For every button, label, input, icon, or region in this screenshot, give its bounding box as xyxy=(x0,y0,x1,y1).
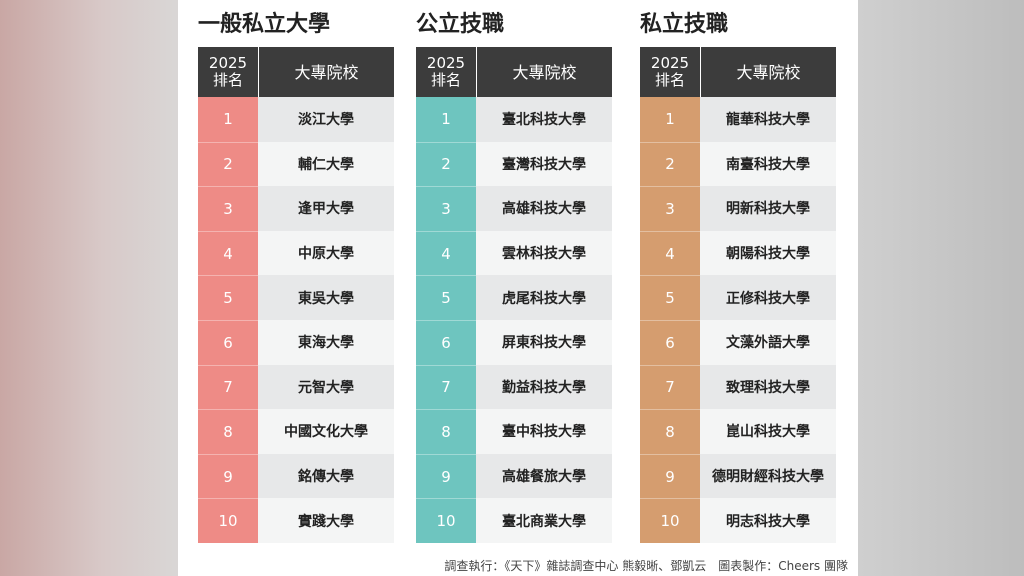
name-cell: 雲林科技大學 xyxy=(476,230,612,276)
name-cell: 致理科技大學 xyxy=(700,364,836,410)
name-cell: 東吳大學 xyxy=(258,275,394,320)
rank-cell: 9 xyxy=(198,453,258,499)
rank-cell: 7 xyxy=(198,364,258,410)
rank-header-line: 2025 xyxy=(426,54,466,72)
name-cell: 臺中科技大學 xyxy=(476,409,612,454)
name-cell: 文藻外語大學 xyxy=(700,320,836,365)
name-cell: 德明財經科技大學 xyxy=(700,453,836,499)
rank-cell: 5 xyxy=(640,275,700,320)
name-cell: 明志科技大學 xyxy=(700,498,836,543)
name-cell: 勤益科技大學 xyxy=(476,364,612,410)
rank-cell: 8 xyxy=(416,409,476,454)
rank-cell: 7 xyxy=(416,364,476,410)
footer: 調查執行：《天下》雜誌調查中心 熊毅晰、鄧凱云 圖表製作：Cheers 團隊 xyxy=(444,559,848,573)
rank-cell: 7 xyxy=(640,364,700,410)
rank-cell: 3 xyxy=(416,186,476,231)
name-header: 大專院校 xyxy=(476,47,612,97)
name-cell: 臺北科技大學 xyxy=(476,97,612,142)
name-cell: 實踐大學 xyxy=(258,498,394,543)
rank-cell: 5 xyxy=(416,275,476,320)
rank-header: 2025 排名 xyxy=(198,47,258,97)
rank-cell: 9 xyxy=(640,453,700,499)
rank-cell: 6 xyxy=(198,320,258,365)
name-cell: 中國文化大學 xyxy=(258,409,394,454)
name-cell: 東海大學 xyxy=(258,320,394,365)
name-cell: 南臺科技大學 xyxy=(700,141,836,187)
rank-cell: 4 xyxy=(416,230,476,276)
name-cell: 虎尾科技大學 xyxy=(476,275,612,320)
rank-cell: 1 xyxy=(416,97,476,142)
name-cell: 銘傳大學 xyxy=(258,453,394,499)
name-cell: 輔仁大學 xyxy=(258,141,394,187)
rank-cell: 3 xyxy=(198,186,258,231)
name-cell: 正修科技大學 xyxy=(700,275,836,320)
table-title: 一般私立大學 xyxy=(198,12,331,37)
rank-cell: 6 xyxy=(416,320,476,365)
rank-cell: 10 xyxy=(416,498,476,543)
name-cell: 臺灣科技大學 xyxy=(476,141,612,187)
rank-header-line: 排名 xyxy=(654,71,685,89)
rank-cell: 8 xyxy=(640,409,700,454)
rank-header-line: 2025 xyxy=(650,54,690,72)
rank-cell: 3 xyxy=(640,186,700,231)
name-cell: 中原大學 xyxy=(258,230,394,276)
rank-header-line: 排名 xyxy=(212,71,243,89)
rank-cell: 1 xyxy=(640,97,700,142)
rank-cell: 10 xyxy=(640,498,700,543)
name-cell: 臺北商業大學 xyxy=(476,498,612,543)
name-cell: 崑山科技大學 xyxy=(700,409,836,454)
rank-cell: 4 xyxy=(198,230,258,276)
name-cell: 高雄科技大學 xyxy=(476,186,612,231)
rank-cell: 8 xyxy=(198,409,258,454)
rank-cell: 9 xyxy=(416,453,476,499)
name-cell: 高雄餐旅大學 xyxy=(476,453,612,499)
name-cell: 龍華科技大學 xyxy=(700,97,836,142)
rank-header-line: 2025 xyxy=(208,54,248,72)
rank-cell: 2 xyxy=(640,141,700,187)
rank-header: 2025 排名 xyxy=(416,47,476,97)
table-title: 公立技職 xyxy=(416,12,505,37)
rank-cell: 2 xyxy=(198,141,258,187)
name-cell: 明新科技大學 xyxy=(700,186,836,231)
name-cell: 屏東科技大學 xyxy=(476,320,612,365)
rank-cell: 4 xyxy=(640,230,700,276)
name-cell: 元智大學 xyxy=(258,364,394,410)
name-cell: 朝陽科技大學 xyxy=(700,230,836,276)
rank-header: 2025 排名 xyxy=(640,47,700,97)
name-header: 大專院校 xyxy=(258,47,394,97)
rank-cell: 1 xyxy=(198,97,258,142)
rank-cell: 2 xyxy=(416,141,476,187)
rank-cell: 6 xyxy=(640,320,700,365)
name-header: 大專院校 xyxy=(700,47,836,97)
table-title: 私立技職 xyxy=(640,12,729,37)
rank-cell: 5 xyxy=(198,275,258,320)
name-cell: 淡江大學 xyxy=(258,97,394,142)
rank-header-line: 排名 xyxy=(430,71,461,89)
rank-cell: 10 xyxy=(198,498,258,543)
name-cell: 逢甲大學 xyxy=(258,186,394,231)
